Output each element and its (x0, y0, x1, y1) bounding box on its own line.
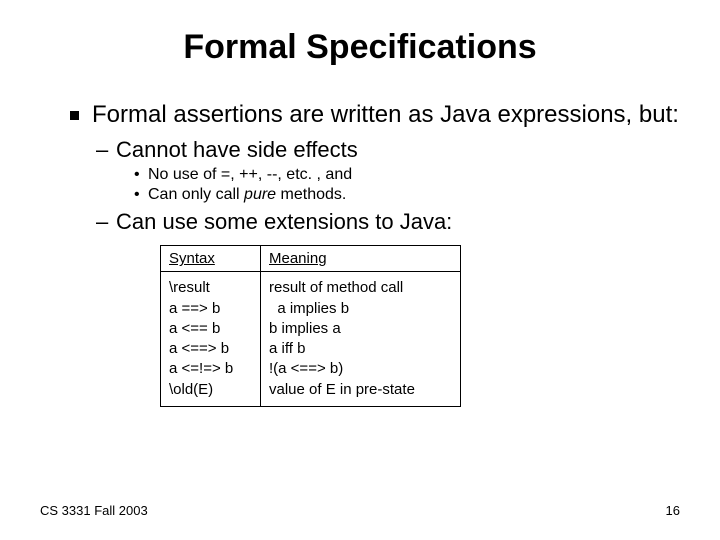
syntax-table: Syntax Meaning \resulta ==> ba <== ba <=… (160, 245, 461, 407)
slide: Formal Specifications Formal assertions … (0, 0, 720, 540)
l3b-post: methods. (276, 186, 346, 203)
l3b-italic: pure (244, 186, 276, 203)
l3b-pre: Can only call (148, 186, 244, 203)
bullet-level3-b: Can only call pure methods. (134, 185, 680, 205)
col-header-meaning: Meaning (261, 246, 461, 272)
bullet-level1: Formal assertions are written as Java ex… (70, 101, 680, 129)
meaning-cell: result of method call a implies bb impli… (261, 272, 461, 407)
col-header-syntax: Syntax (161, 246, 261, 272)
bullet-level3-a: No use of =, ++, --, etc. , and (134, 165, 680, 185)
footer-left: CS 3331 Fall 2003 (40, 503, 148, 518)
footer-right: 16 (666, 503, 680, 518)
bullet-level2-b: Can use some extensions to Java: (96, 209, 680, 235)
syntax-cell: \resulta ==> ba <== ba <==> ba <=!=> b\o… (161, 272, 261, 407)
table-header-row: Syntax Meaning (161, 246, 461, 272)
syntax-table-wrap: Syntax Meaning \resulta ==> ba <== ba <=… (160, 245, 680, 407)
page-title: Formal Specifications (40, 28, 680, 67)
bullet-level2-a: Cannot have side effects (96, 137, 680, 163)
table-row: \resulta ==> ba <== ba <==> ba <=!=> b\o… (161, 272, 461, 407)
content-body: Formal assertions are written as Java ex… (40, 101, 680, 407)
